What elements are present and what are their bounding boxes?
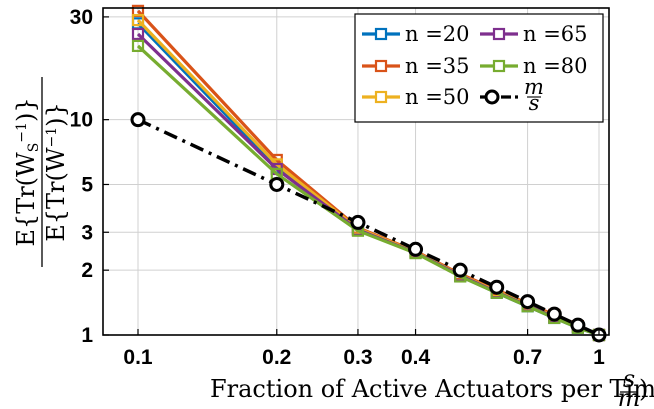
ticks: 0.1 0.2 0.3 0.4 0.7 1 1 2 3 5 10 30 (70, 6, 606, 369)
y-tick-label: 2 (81, 259, 93, 282)
data-point (131, 13, 145, 27)
y-axis-label: E{Tr(WS−1)} E{Tr(W−1)} (12, 77, 70, 267)
y-axis-label-denominator: E{Tr(W−1)} (42, 102, 70, 242)
data-point (452, 262, 468, 278)
legend-entry-2: n =50 (362, 85, 470, 109)
legend-label-num: m (524, 75, 544, 99)
x-axis-fraction-numerator: s (623, 365, 635, 393)
legend-swatch-marker (374, 59, 388, 73)
legend-label: n =35 (405, 54, 470, 78)
y-tick-label: 10 (70, 109, 93, 132)
x-axis-label-fraction: s m ) (618, 365, 649, 409)
x-tick-label: 0.4 (401, 346, 431, 369)
legend-label: n =80 (523, 54, 588, 78)
x-axis-fraction-denominator: m (618, 384, 641, 409)
y-tick-label: 5 (81, 173, 93, 196)
y-tick-label: 1 (81, 324, 93, 347)
legend-entry-5: ms (480, 75, 544, 115)
data-point (546, 306, 562, 322)
x-axis-label-paren-close: ) (639, 375, 648, 403)
legend-swatch-marker (484, 89, 500, 105)
x-axis-label-text: Fraction of Active Actuators per Time (210, 375, 654, 403)
legend-label: n =50 (405, 85, 470, 109)
data-point (269, 176, 285, 192)
legend-label: n =20 (405, 22, 470, 46)
legend-box (354, 13, 604, 123)
series-5 (130, 112, 607, 343)
series-line (137, 118, 600, 337)
x-tick-label: 1 (593, 346, 605, 369)
data-point (131, 39, 145, 53)
x-tick-label: 0.7 (513, 346, 542, 369)
legend-label-den: s (529, 91, 540, 115)
x-tick-label: 0.1 (123, 346, 153, 369)
legend-swatch-marker (492, 59, 506, 73)
series-layer (130, 4, 607, 343)
data-point (489, 279, 505, 295)
legend-entry-4: n =80 (480, 54, 588, 78)
data-point (130, 112, 146, 128)
y-tick-label: 30 (70, 6, 93, 29)
legend-entry-0: n =20 (362, 22, 470, 46)
legend-entry-1: n =35 (362, 54, 470, 78)
plot-frame (102, 7, 610, 336)
data-point (570, 317, 586, 333)
x-tick-label: 0.2 (262, 346, 291, 369)
data-point (131, 27, 145, 41)
x-tick-label: 0.3 (343, 346, 372, 369)
legend-swatch-marker (374, 90, 388, 104)
series-line (136, 44, 600, 337)
data-point (350, 214, 366, 230)
data-point (520, 294, 536, 310)
legend-swatch-marker (374, 27, 388, 41)
legend-swatch-marker (492, 27, 506, 41)
x-axis-label: Fraction of Active Actuators per Time ( (210, 375, 654, 403)
legend-entry-3: n =65 (480, 22, 588, 46)
legend-label: n =65 (523, 22, 588, 46)
data-point (408, 241, 424, 257)
y-axis-label-numerator: E{Tr(WS−1)} (12, 97, 42, 246)
y-tick-label: 3 (81, 221, 93, 244)
